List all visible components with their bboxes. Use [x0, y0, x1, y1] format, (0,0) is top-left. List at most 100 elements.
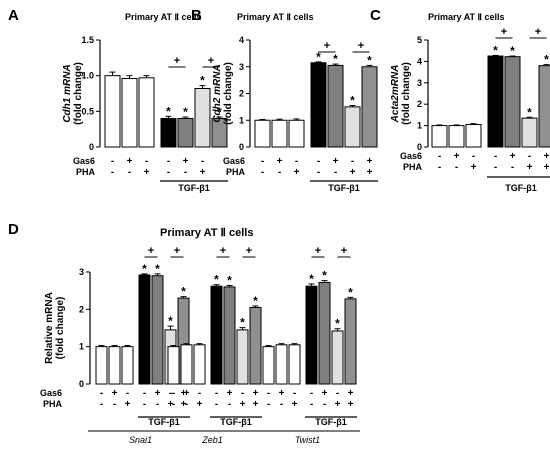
- panel-a-bar: [194, 88, 211, 148]
- panel-c-pha-symbol: -: [511, 162, 514, 173]
- panel-d-zeb1-bar: [167, 346, 180, 385]
- panel-b-letter: B: [191, 7, 202, 24]
- panel-d-twist1-bar: [344, 298, 357, 385]
- panel-b-row-label-pha: PHA: [226, 167, 246, 177]
- panel-b-gas6-symbol: -: [261, 156, 264, 167]
- panel-d-zeb1-pha-symbol: -: [185, 399, 188, 410]
- panel-d-y-tick-label: 0: [79, 379, 84, 389]
- panel-c-gas6-symbol: +: [454, 151, 460, 162]
- panel-d-snai1-bar: [121, 346, 134, 385]
- panel-c-pha-symbol: -: [455, 162, 458, 173]
- panel-b-significance-star: *: [316, 50, 321, 64]
- panel-a-comparison-plus: +: [174, 55, 180, 67]
- panel-b-bar: [288, 119, 305, 148]
- panel-b-y-label-line: (fold change): [223, 62, 234, 125]
- panel-c-gas6-symbol: +: [510, 151, 516, 162]
- panel-b-gas6-symbol: -: [295, 156, 298, 167]
- panel-c-pha-symbol: +: [544, 162, 550, 173]
- panel-b-y-tick-label: 3: [239, 62, 244, 72]
- panel-b-bar: [254, 119, 271, 148]
- panel-c-bar: [487, 55, 504, 148]
- panel-a-y-tick-label: 0.5: [81, 106, 94, 116]
- panel-d-zeb1-significance-star: *: [253, 294, 258, 308]
- panel-d-twist1-bar: [262, 346, 275, 385]
- panel-d-gene-label: Zeb1: [201, 435, 223, 445]
- panel-d-twist1-comparison-plus: +: [341, 245, 347, 257]
- panel-d-title: Primary AT Ⅱ cells: [160, 227, 253, 239]
- panel-d-twist1-gas6-symbol: -: [267, 388, 270, 399]
- panel-d-zeb1-significance-star: *: [227, 273, 232, 287]
- panel-d-snai1-significance-star: *: [155, 262, 160, 276]
- panel-d-zeb1-pha-symbol: -: [228, 399, 231, 410]
- panel-d-zeb1-bar: [223, 286, 236, 385]
- panel-d-snai1-significance-star: *: [181, 285, 186, 299]
- panel-d-letter: D: [8, 221, 19, 238]
- panel-d-twist1-pha-symbol: -: [323, 399, 326, 410]
- panel-d-snai1-bar: [108, 346, 121, 385]
- panel-b-gas6-symbol: -: [317, 156, 320, 167]
- panel-b-pha-symbol: -: [278, 167, 281, 178]
- panel-d-row-label-pha: PHA: [43, 399, 63, 409]
- panel-d-snai1-significance-star: *: [168, 314, 173, 328]
- panel-b-y-tick-label: 4: [239, 35, 244, 45]
- panel-d-zeb1-bar: [193, 344, 206, 385]
- panel-a-significance-star: *: [166, 104, 171, 118]
- panel-a-significance-star: *: [183, 105, 188, 119]
- panel-c-letter: C: [370, 7, 381, 24]
- panel-d-tgf-label: TGF-β1: [220, 417, 252, 427]
- panel-d-twist1-pha-symbol: -: [310, 399, 313, 410]
- panel-d-twist1-gas6-symbol: -: [293, 388, 296, 399]
- panel-b-comparison-plus: +: [324, 40, 330, 52]
- panel-c-bar: [465, 124, 482, 148]
- panel-b-pha-symbol: -: [317, 167, 320, 178]
- panel-a-bar: [138, 77, 155, 148]
- panel-c-tgf-label: TGF-β1: [505, 183, 537, 193]
- panel-d-twist1-comparison-plus: +: [315, 245, 321, 257]
- panel-d-snai1-pha-symbol: -: [156, 399, 159, 410]
- panel-d-twist1-pha-symbol: +: [335, 399, 341, 410]
- panel-d-snai1-bar: [95, 346, 108, 385]
- panel-b-y-tick-label: 2: [239, 89, 244, 99]
- panel-d-snai1-significance-star: *: [142, 262, 147, 276]
- panel-b-y-tick-label: 1: [239, 115, 244, 125]
- panel-a-y-tick-label: 1.0: [81, 71, 94, 81]
- panel-c-significance-star: *: [527, 105, 532, 119]
- panel-d-zeb1-gas6-symbol: -: [215, 388, 218, 399]
- panel-a-bar: [177, 117, 194, 148]
- panel-d-twist1-significance-star: *: [348, 285, 353, 299]
- panel-d-twist1-significance-star: *: [322, 269, 327, 283]
- panel-a-gas6-symbol: +: [183, 156, 189, 167]
- panel-a-bar: [104, 75, 121, 148]
- panel-a-y-label-line: (fold change): [73, 62, 84, 125]
- panel-d-snai1-bar: [138, 274, 151, 385]
- panel-d-snai1-gas6-symbol: +: [181, 388, 187, 399]
- panel-a-title: Primary AT Ⅱ cells: [125, 12, 201, 22]
- panel-b-bar: [361, 66, 378, 148]
- panel-d-zeb1-comparison-plus: +: [246, 245, 252, 257]
- panel-d-snai1-pha-symbol: -: [143, 399, 146, 410]
- panel-c-gas6-symbol: -: [472, 151, 475, 162]
- panel-c-bar: [448, 125, 465, 148]
- panel-d-snai1-pha-symbol: -: [100, 399, 103, 410]
- panel-d-y-label: Relative mRNA (fold change): [44, 292, 66, 364]
- panel-b-pha-symbol: +: [367, 167, 373, 178]
- panel-d-zeb1-gas6-symbol: -: [198, 388, 201, 399]
- panel-c-significance-star: *: [544, 53, 549, 67]
- panel-c-title: Primary AT Ⅱ cells: [428, 12, 504, 22]
- panel-c-y-tick-label: 3: [417, 78, 422, 88]
- panel-d-twist1-gas6-symbol: +: [279, 388, 285, 399]
- panel-d-y-tick-label: 1: [79, 342, 84, 352]
- panel-b-tgf-label: TGF-β1: [328, 183, 360, 193]
- panel-a-bar: [121, 78, 138, 148]
- panel-c-y-label-line: (fold change): [401, 62, 412, 125]
- panel-c-pha-symbol: +: [527, 162, 533, 173]
- panel-d-zeb1-bar: [249, 306, 262, 385]
- panel-a-pha-symbol: +: [200, 167, 206, 178]
- panel-d-twist1-gas6-symbol: -: [336, 388, 339, 399]
- panel-d-zeb1-bar: [210, 285, 223, 385]
- panel-b-gas6-symbol: +: [277, 156, 283, 167]
- panel-d-tgf-label: TGF-β1: [315, 417, 347, 427]
- panel-d-twist1-pha-symbol: -: [267, 399, 270, 410]
- panel-d-twist1-bar: [288, 344, 301, 385]
- panel-a-comparison-plus: +: [208, 55, 214, 67]
